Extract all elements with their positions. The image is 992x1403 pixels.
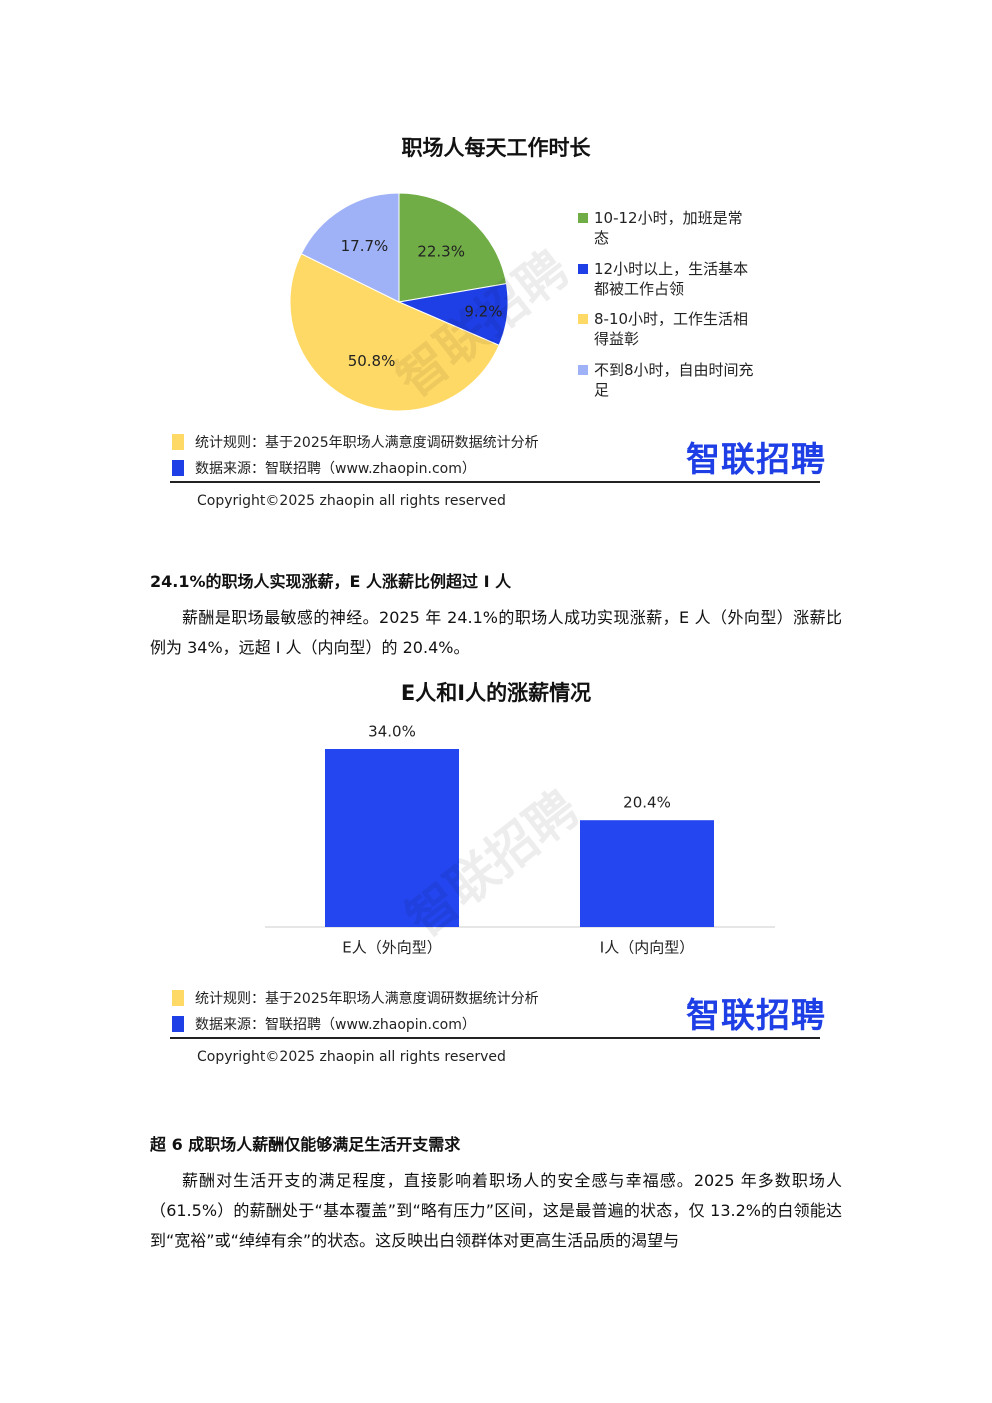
legend-swatch bbox=[578, 314, 588, 324]
legend-swatch bbox=[578, 364, 588, 375]
legend-swatch bbox=[172, 434, 184, 450]
footer-copyright: Copyright©2025 zhaopin all rights reserv… bbox=[197, 493, 506, 509]
x-tick-label: E人（外向型） bbox=[342, 939, 441, 957]
footer-source: 数据来源：智联招聘（www.zhaopin.com） bbox=[195, 1017, 476, 1033]
data-label: 17.7% bbox=[341, 237, 389, 255]
legend-swatch bbox=[172, 990, 184, 1006]
pie-slice bbox=[398, 192, 508, 303]
divider bbox=[170, 1037, 820, 1039]
data-label: 9.2% bbox=[464, 303, 502, 321]
legend-label: 8-10小时，工作生活相得益彰 bbox=[594, 310, 749, 348]
data-label: 34.0% bbox=[368, 723, 416, 741]
pie-slice bbox=[300, 192, 400, 303]
logo: 智联招聘 bbox=[686, 996, 826, 1036]
chart-title: 职场人每天工作时长 bbox=[401, 136, 591, 160]
heading: 24.1%的职场人实现涨薪，E 人涨薪比例超过 I 人 bbox=[150, 572, 512, 591]
logo: 智联招聘 bbox=[686, 440, 826, 480]
data-label: 22.3% bbox=[417, 243, 465, 261]
legend-swatch bbox=[172, 1016, 184, 1032]
footer-copyright: Copyright©2025 zhaopin all rights reserv… bbox=[197, 1049, 506, 1065]
heading: 超 6 成职场人薪酬仅能够满足生活开支需求 bbox=[150, 1135, 461, 1154]
data-label: 50.8% bbox=[348, 352, 396, 370]
legend-swatch bbox=[578, 213, 588, 223]
pie-slice bbox=[289, 253, 500, 412]
bar bbox=[580, 820, 714, 927]
x-tick-label: I人（内向型） bbox=[600, 939, 694, 957]
paragraph: 薪酬是职场最敏感的神经。2025 年 24.1%的职场人成功实现涨薪，E 人（外… bbox=[150, 608, 842, 657]
legend-swatch bbox=[172, 460, 184, 476]
divider bbox=[170, 481, 820, 483]
legend-swatch bbox=[578, 263, 588, 274]
legend-label: 10-12小时，加班是常态 bbox=[594, 209, 743, 247]
paragraph: 薪酬对生活开支的满足程度，直接影响着职场人的安全感与幸福感。2025 年多数职场… bbox=[150, 1171, 842, 1250]
footer-rule: 统计规则：基于2025年职场人满意度调研数据统计分析 bbox=[195, 991, 539, 1007]
legend-label: 不到8小时，自由时间充足 bbox=[594, 360, 754, 399]
bar bbox=[325, 749, 459, 927]
legend-label: 12小时以上，生活基本都被工作占领 bbox=[594, 259, 749, 298]
footer-source: 数据来源：智联招聘（www.zhaopin.com） bbox=[195, 461, 476, 477]
data-label: 20.4% bbox=[623, 794, 671, 812]
footer-rule: 统计规则：基于2025年职场人满意度调研数据统计分析 bbox=[195, 435, 539, 451]
chart-title: E人和I人的涨薪情况 bbox=[400, 681, 592, 705]
